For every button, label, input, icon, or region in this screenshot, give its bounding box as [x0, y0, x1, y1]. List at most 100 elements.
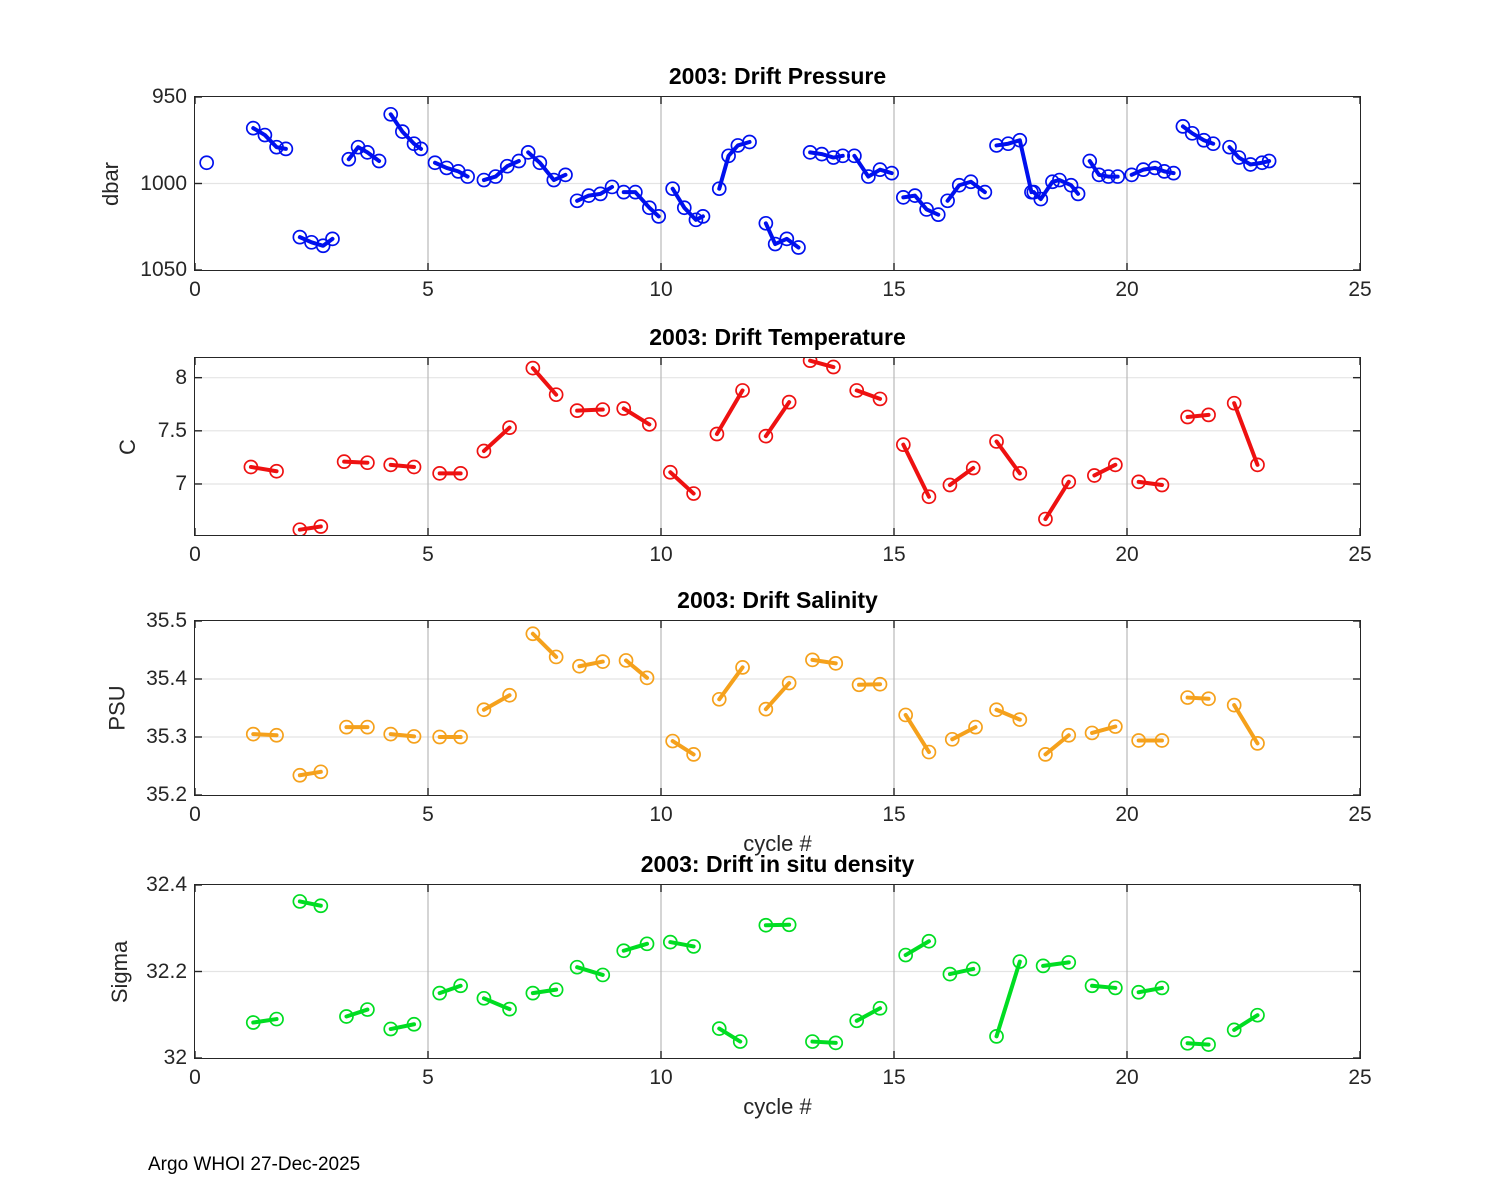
data-marker [453, 729, 468, 745]
data-marker [1061, 955, 1077, 970]
panel-title: 2003: Drift Temperature [649, 324, 906, 350]
data-segment [854, 1006, 883, 1023]
data-marker [199, 155, 214, 171]
data-marker [1087, 468, 1102, 483]
data-marker [895, 189, 911, 205]
data-marker [1226, 697, 1242, 713]
data-marker [942, 966, 958, 982]
data-marker [595, 967, 611, 983]
y-tick-label: 35.3 [146, 725, 187, 748]
data-segment [530, 366, 559, 397]
data-segment [857, 682, 883, 687]
data-marker [963, 174, 979, 190]
x-tick-label: 15 [882, 543, 906, 566]
data-marker [835, 148, 851, 164]
y-tick-label: 950 [151, 85, 187, 108]
data-marker [360, 719, 375, 735]
data-marker [1035, 958, 1051, 974]
data-marker [558, 167, 573, 183]
data-marker [1070, 186, 1086, 202]
data-marker [921, 489, 937, 505]
data-marker [1082, 153, 1098, 169]
data-marker [502, 1001, 517, 1017]
x-tick-label: 0 [189, 278, 201, 301]
data-marker [593, 186, 608, 202]
data-marker [907, 188, 923, 203]
data-marker [1250, 1007, 1265, 1023]
data-segment [621, 406, 652, 427]
data-marker [1180, 409, 1195, 425]
data-segment [530, 631, 559, 659]
data-marker [476, 443, 492, 459]
data-marker [1084, 725, 1100, 741]
data-marker [758, 215, 774, 231]
data-segment [717, 1026, 743, 1044]
data-marker [581, 188, 597, 203]
data-marker [453, 465, 468, 481]
data-marker [781, 675, 797, 691]
data-marker [781, 917, 797, 933]
panel-drift-density: 2003: Drift in situ density Sigma cycle … [107, 851, 1372, 1119]
plot-area-temperature [194, 357, 1361, 536]
data-marker [1180, 1035, 1195, 1051]
data-marker [595, 654, 611, 669]
data-marker [1201, 407, 1216, 423]
data-marker [898, 947, 914, 963]
x-tick-label: 15 [882, 1066, 906, 1089]
data-marker [360, 455, 375, 471]
x-tick-label: 20 [1115, 278, 1139, 301]
data-marker [847, 148, 862, 164]
data-segment [763, 681, 792, 712]
data-segment [248, 464, 279, 474]
data-marker [732, 1034, 748, 1049]
data-segment [901, 442, 931, 499]
data-marker [711, 181, 727, 197]
data-marker [616, 943, 632, 959]
data-marker [595, 402, 611, 417]
data-marker [520, 145, 536, 160]
data-marker [245, 726, 261, 742]
data-segment [388, 732, 417, 739]
data-marker [406, 1016, 422, 1032]
data-marker [628, 184, 643, 200]
data-marker [313, 519, 329, 534]
data-segment [854, 388, 883, 401]
y-tick-label: 35.5 [146, 609, 187, 632]
data-segment [947, 466, 976, 488]
data-marker [828, 655, 844, 671]
data-marker [1156, 164, 1172, 179]
data-marker [1254, 155, 1270, 171]
data-segment [1136, 985, 1164, 995]
y-tick-label: 7 [175, 471, 187, 495]
data-marker [525, 360, 541, 376]
panel-title: 2003: Drift Pressure [668, 63, 887, 89]
panel-title: 2003: Drift Salinity [677, 587, 878, 613]
x-tick-label: 5 [422, 1066, 434, 1089]
x-tick-label: 15 [882, 278, 906, 301]
data-marker [1107, 719, 1123, 734]
data-marker [1261, 153, 1277, 169]
data-marker [665, 733, 680, 749]
data-segment [575, 965, 605, 977]
data-marker [791, 240, 806, 255]
data-marker [921, 744, 937, 760]
data-segment [251, 732, 279, 738]
data-marker [1154, 980, 1170, 996]
data-marker [1110, 169, 1126, 184]
data-marker [243, 459, 259, 475]
data-marker [802, 358, 818, 369]
data-segment [1031, 178, 1081, 202]
data-marker [432, 985, 447, 1001]
data-marker [548, 649, 564, 665]
data-marker [476, 990, 492, 1006]
data-marker [695, 209, 711, 224]
data-segment [810, 1039, 838, 1045]
x-tick-label: 20 [1115, 1066, 1139, 1089]
data-segment [994, 959, 1022, 1039]
panel-title: 2003: Drift in situ density [640, 851, 915, 877]
data-marker [1135, 162, 1151, 178]
data-marker [872, 676, 888, 692]
data-marker [511, 153, 527, 169]
data-segment [808, 358, 836, 370]
data-marker [502, 420, 517, 435]
